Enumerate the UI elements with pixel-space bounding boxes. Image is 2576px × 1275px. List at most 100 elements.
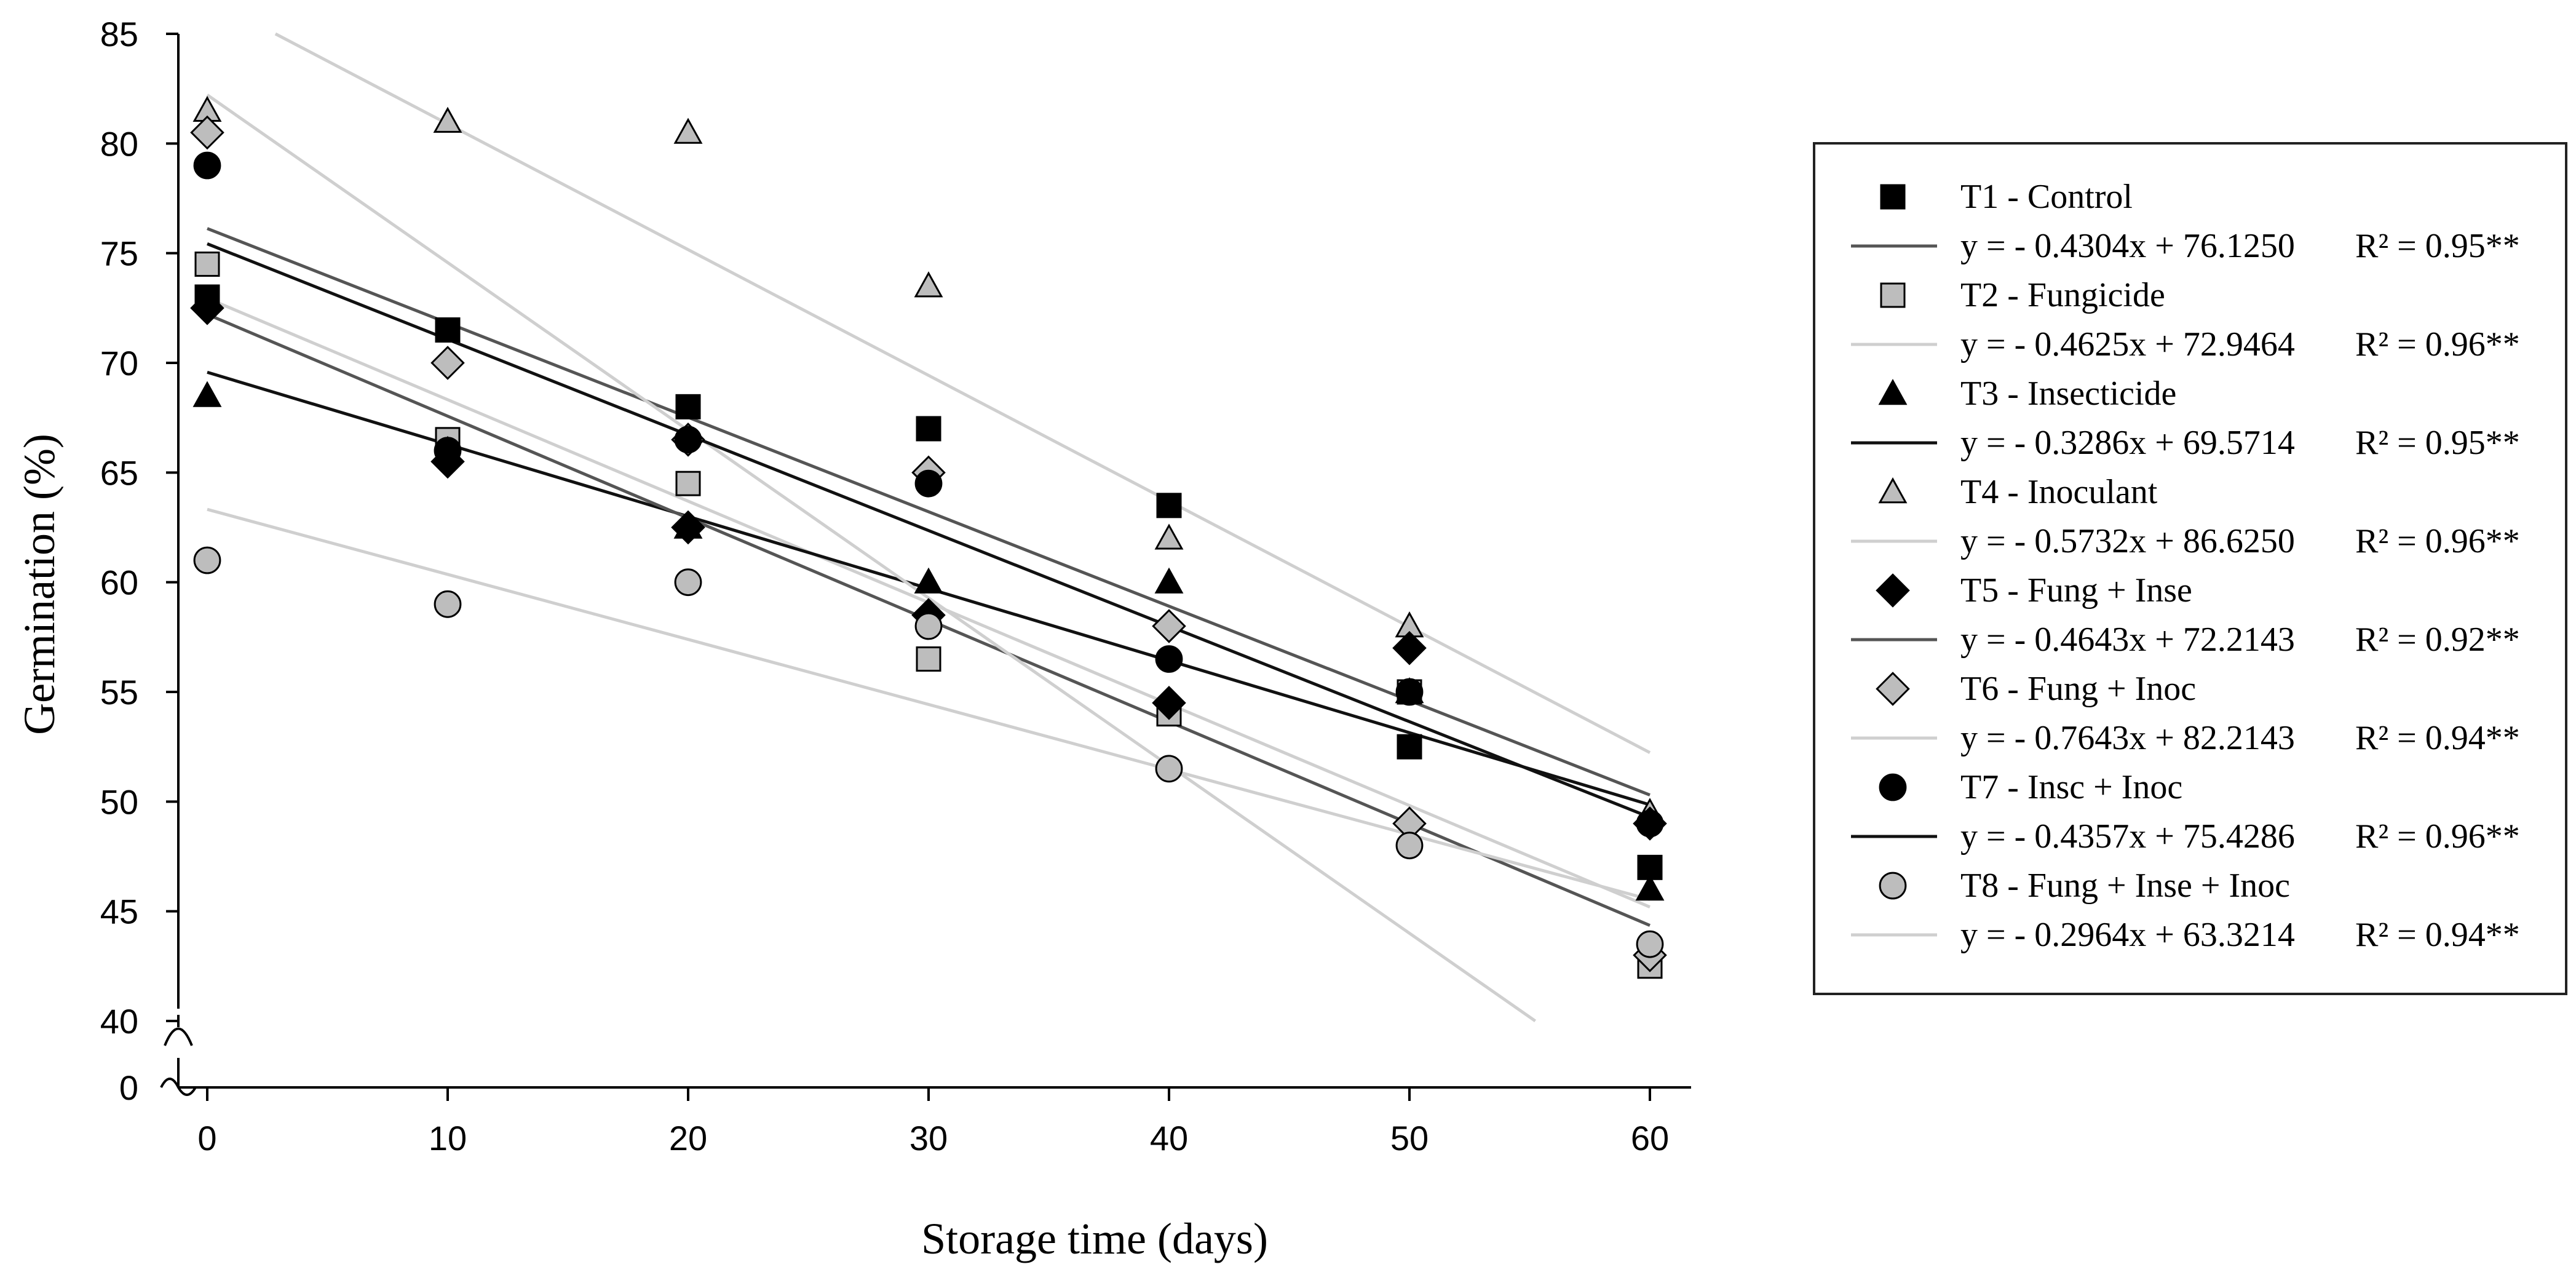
x-tick-label: 10 (429, 1119, 467, 1158)
legend-marker-t1 (1880, 184, 1906, 210)
data-point-t3 (914, 567, 943, 594)
legend-r2-t5: R² = 0.92** (2355, 621, 2520, 659)
data-point-t1 (435, 317, 461, 343)
legend-r2-t6: R² = 0.94** (2355, 719, 2520, 757)
data-point-t8 (1636, 930, 1664, 958)
data-point-t4 (1154, 523, 1184, 550)
y-tick-label-zero: 0 (119, 1068, 138, 1107)
data-point-t1 (1156, 493, 1182, 518)
y-axis-ticks: 40 45 50 55 60 65 70 75 80 85 0 (100, 15, 178, 1107)
legend-r2-t4: R² = 0.96** (2355, 522, 2520, 560)
data-point-t5 (1392, 630, 1427, 665)
data-point-t2 (916, 646, 941, 672)
data-point-t5 (1152, 686, 1186, 720)
legend-r2-t7: R² = 0.96** (2355, 817, 2520, 856)
x-tick-label: 40 (1150, 1119, 1188, 1158)
data-point-t4 (673, 117, 703, 144)
fit-line-t4 (274, 32, 1651, 754)
legend-label-t2: T2 - Fungicide (1960, 276, 2165, 314)
data-point-t3 (1154, 567, 1184, 594)
data-point-t2 (194, 252, 220, 277)
x-axis-ticks: 0 10 20 30 40 50 60 (197, 1087, 1669, 1158)
data-point-t3 (192, 381, 222, 407)
legend-marker-t7 (1879, 773, 1907, 801)
legend-equation-t6: y = - 0.7643x + 82.2143 (1960, 719, 2295, 757)
legend-r2-t8: R² = 0.94** (2355, 916, 2520, 954)
data-point-t8 (434, 590, 462, 618)
data-point-t7 (1636, 809, 1664, 838)
data-point-t7 (1155, 645, 1183, 673)
legend-equation-t5: y = - 0.4643x + 72.2143 (1960, 621, 2295, 659)
y-tick-label: 50 (100, 782, 138, 821)
fit-line-t6 (206, 93, 1537, 1023)
legend-equation-t8: y = - 0.2964x + 63.3214 (1960, 916, 2295, 954)
y-tick-label: 55 (100, 673, 138, 712)
data-point-t4 (914, 271, 943, 298)
data-point-t7 (674, 426, 702, 454)
legend-label-t5: T5 - Fung + Inse (1960, 571, 2192, 610)
fit-line-t1 (207, 227, 1651, 796)
x-tick-label: 30 (910, 1119, 948, 1158)
y-tick-label: 80 (100, 124, 138, 163)
data-point-t1 (675, 394, 701, 419)
legend-label-t4: T4 - Inoculant (1960, 473, 2158, 511)
data-point-t6 (430, 346, 465, 380)
fit-line-t7 (207, 242, 1651, 819)
data-point-t8 (674, 568, 702, 597)
data-point-t1 (916, 416, 941, 442)
legend-marker-t2 (1880, 282, 1906, 308)
legend-marker-t4 (1878, 477, 1908, 504)
y-tick-label: 40 (100, 1002, 138, 1041)
legend-equation-t4: y = - 0.5732x + 86.6250 (1960, 522, 2295, 560)
x-tick-label: 60 (1631, 1119, 1669, 1158)
data-point-t7 (193, 151, 221, 180)
legend-equation-t3: y = - 0.3286x + 69.5714 (1960, 424, 2295, 462)
data-point-t7 (434, 437, 462, 465)
y-tick-label: 65 (100, 453, 138, 492)
data-point-t7 (914, 469, 943, 498)
legend-marker-t3 (1878, 379, 1908, 405)
y-axis-title: Germination (%) (15, 434, 64, 735)
legend-marker-t6 (1876, 672, 1910, 706)
y-tick-label: 60 (100, 563, 138, 602)
y-tick-label: 75 (100, 234, 138, 273)
data-point-t3 (1635, 875, 1665, 901)
data-point-t5 (190, 291, 224, 325)
x-tick-label: 20 (669, 1119, 707, 1158)
legend-r2-t3: R² = 0.95** (2355, 424, 2520, 462)
x-tick-label: 0 (197, 1119, 216, 1158)
data-point-t8 (1395, 832, 1424, 860)
legend-equation-t2: y = - 0.4625x + 72.9464 (1960, 325, 2295, 363)
y-tick-label: 70 (100, 344, 138, 383)
x-tick-label: 50 (1390, 1119, 1429, 1158)
data-point-t5 (671, 510, 705, 545)
legend-label-t1: T1 - Control (1960, 178, 2133, 216)
legend-label-t6: T6 - Fung + Inoc (1960, 670, 2196, 708)
legend-marker-t5 (1876, 573, 1910, 608)
data-point-t1 (1397, 734, 1422, 760)
data-point-t8 (914, 612, 943, 640)
legend-equation-t7: y = - 0.4357x + 75.4286 (1960, 817, 2295, 856)
legend-label-t7: T7 - Insc + Inoc (1960, 768, 2182, 806)
plot-area (190, 32, 1667, 1023)
data-point-t4 (433, 106, 462, 133)
legend-equation-t1: y = - 0.4304x + 76.1250 (1960, 227, 2295, 265)
legend-r2-t2: R² = 0.96** (2355, 325, 2520, 363)
legend: T1 - Control y = - 0.4304x + 76.1250 R² = … (1851, 178, 2520, 954)
x-axis-title: Storage time (days) (921, 1214, 1268, 1263)
data-point-t8 (1155, 755, 1183, 783)
data-point-t6 (190, 115, 224, 150)
legend-marker-t8 (1879, 872, 1907, 900)
legend-label-t8: T8 - Fung + Inse + Inoc (1960, 867, 2290, 905)
y-tick-label: 85 (100, 15, 138, 54)
data-point-t8 (193, 546, 221, 574)
legend-label-t3: T3 - Insecticide (1960, 375, 2176, 413)
y-axis-break-mark (160, 1015, 197, 1096)
fit-lines (206, 32, 1651, 1023)
data-markers (190, 95, 1667, 979)
legend-box (1813, 142, 2567, 995)
legend-r2-t1: R² = 0.95** (2355, 227, 2520, 265)
data-point-t2 (675, 471, 701, 496)
y-tick-label: 45 (100, 892, 138, 931)
